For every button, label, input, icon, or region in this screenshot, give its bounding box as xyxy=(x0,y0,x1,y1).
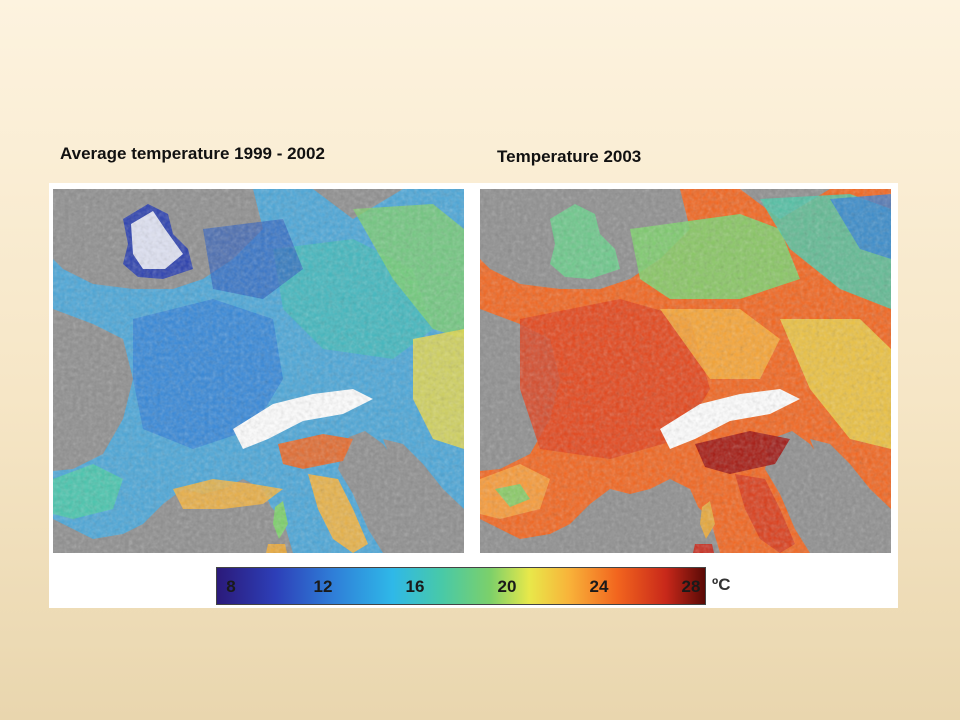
legend-tick-8: 8 xyxy=(226,577,236,596)
figure-panel: 8 12 16 20 24 28 ºC xyxy=(49,183,898,608)
legend-tick-16: 16 xyxy=(405,577,425,596)
legend-tick-24: 24 xyxy=(589,577,609,596)
legend-tick-12: 12 xyxy=(313,577,333,596)
title-average-1999-2002: Average temperature 1999 - 2002 xyxy=(60,144,325,163)
map-2003 xyxy=(480,189,891,553)
legend-tick-28: 28 xyxy=(681,577,701,596)
temperature-color-scale: 8 12 16 20 24 28 xyxy=(216,567,706,605)
map-average-1999-2002 xyxy=(53,189,464,553)
title-2003: Temperature 2003 xyxy=(497,147,642,166)
legend-tick-20: 20 xyxy=(497,577,517,596)
legend-unit: ºC xyxy=(712,575,731,594)
